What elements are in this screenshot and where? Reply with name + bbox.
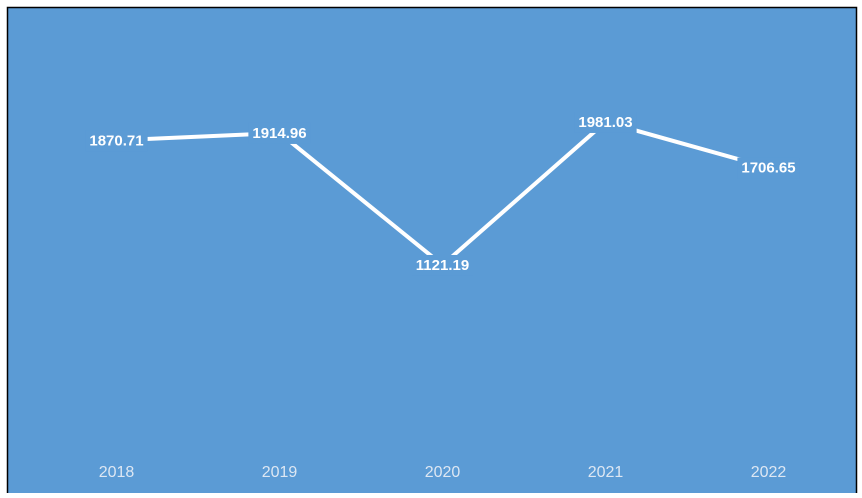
data-label: 1870.71	[89, 132, 143, 149]
data-label-box	[737, 157, 800, 179]
data-label-box	[574, 111, 637, 133]
x-tick-label: 2021	[588, 464, 624, 481]
data-label: 1914.96	[252, 125, 306, 142]
x-tick-label: 2019	[262, 464, 298, 481]
plot-background	[6, 6, 858, 498]
data-label-box	[248, 122, 311, 144]
data-label: 1121.19	[416, 257, 469, 274]
x-tick-label: 2022	[751, 464, 787, 481]
x-tick-label: 2020	[425, 464, 461, 481]
data-label-box	[411, 254, 474, 276]
data-label: 1706.65	[741, 160, 795, 177]
data-label-box	[85, 130, 148, 152]
data-label: 1981.03	[578, 114, 632, 131]
x-tick-label: 2018	[99, 464, 135, 481]
